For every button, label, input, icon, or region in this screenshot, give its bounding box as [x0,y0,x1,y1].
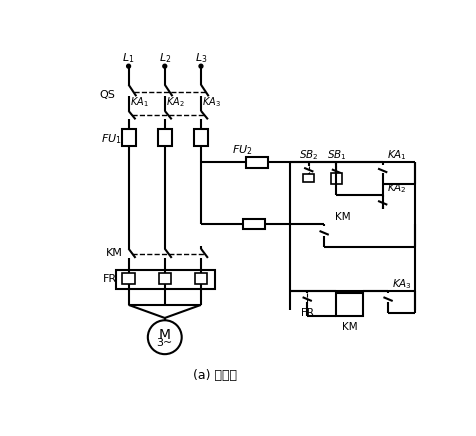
Bar [116,270,214,289]
Text: M: M [159,328,170,342]
Text: $SB_1$: $SB_1$ [326,149,346,162]
Text: $KA_3$: $KA_3$ [391,277,411,291]
Bar [246,157,268,168]
Text: $KA_3$: $KA_3$ [202,95,221,109]
Circle shape [148,320,181,354]
Text: KM: KM [341,322,357,332]
Text: KM: KM [105,248,122,258]
Circle shape [162,64,166,68]
Circle shape [127,64,130,68]
Bar [194,273,207,284]
Bar [303,174,314,182]
Text: 3~: 3~ [156,337,172,347]
Text: (a) 电路一: (a) 电路一 [192,369,236,382]
Text: $L_2$: $L_2$ [158,51,170,65]
Text: $L_3$: $L_3$ [194,51,207,65]
Text: QS: QS [99,90,115,100]
Text: KM: KM [334,212,350,222]
Bar [194,129,208,146]
Text: FR: FR [300,307,313,317]
Text: $FU_2$: $FU_2$ [232,143,252,157]
Text: $KA_2$: $KA_2$ [386,181,406,195]
Bar [159,273,170,284]
Bar [330,173,341,184]
Bar [335,293,363,316]
Text: $FU_1$: $FU_1$ [100,133,121,146]
Text: $KA_2$: $KA_2$ [166,95,185,109]
Bar [122,273,134,284]
Text: FR: FR [102,275,116,284]
Bar [158,129,171,146]
Bar [121,129,135,146]
Text: $L_1$: $L_1$ [122,51,135,65]
Circle shape [198,64,202,68]
Text: $SB_2$: $SB_2$ [298,149,318,162]
Bar [243,218,264,229]
Text: $KA_1$: $KA_1$ [130,95,149,109]
Text: $KA_1$: $KA_1$ [386,149,406,162]
